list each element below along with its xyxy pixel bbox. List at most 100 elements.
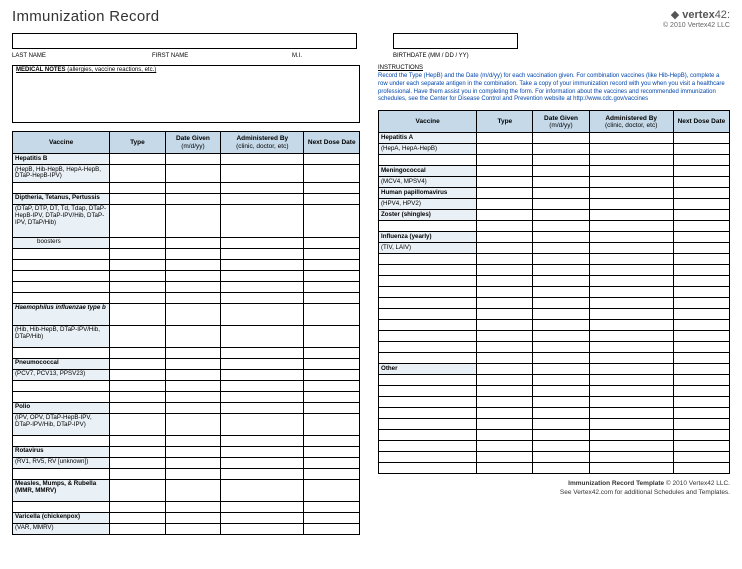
data-cell[interactable] — [477, 408, 533, 419]
data-cell[interactable] — [477, 463, 533, 474]
data-cell[interactable] — [165, 512, 221, 523]
data-cell[interactable] — [673, 166, 729, 177]
data-cell[interactable] — [110, 391, 166, 402]
data-cell[interactable] — [110, 468, 166, 479]
data-cell[interactable] — [589, 419, 673, 430]
data-cell[interactable] — [589, 342, 673, 353]
birthdate-field-box[interactable] — [393, 33, 518, 49]
data-cell[interactable] — [589, 386, 673, 397]
data-cell[interactable] — [673, 320, 729, 331]
data-cell[interactable] — [673, 287, 729, 298]
data-cell[interactable] — [477, 452, 533, 463]
data-cell[interactable] — [165, 292, 221, 303]
data-cell[interactable] — [110, 165, 166, 183]
data-cell[interactable] — [533, 419, 589, 430]
data-cell[interactable] — [221, 413, 304, 435]
data-cell[interactable] — [304, 193, 360, 204]
data-cell[interactable] — [477, 210, 533, 221]
data-cell[interactable] — [110, 270, 166, 281]
data-cell[interactable] — [533, 386, 589, 397]
data-cell[interactable] — [165, 182, 221, 193]
data-cell[interactable] — [304, 281, 360, 292]
data-cell[interactable] — [673, 441, 729, 452]
data-cell[interactable] — [673, 254, 729, 265]
data-cell[interactable] — [533, 408, 589, 419]
data-cell[interactable] — [221, 204, 304, 237]
data-cell[interactable] — [673, 463, 729, 474]
data-cell[interactable] — [165, 347, 221, 358]
data-cell[interactable] — [110, 182, 166, 193]
data-cell[interactable] — [165, 413, 221, 435]
data-cell[interactable] — [477, 155, 533, 166]
data-cell[interactable] — [477, 320, 533, 331]
data-cell[interactable] — [477, 309, 533, 320]
data-cell[interactable] — [165, 154, 221, 165]
data-cell[interactable] — [110, 193, 166, 204]
data-cell[interactable] — [221, 358, 304, 369]
data-cell[interactable] — [533, 441, 589, 452]
data-cell[interactable] — [304, 369, 360, 380]
data-cell[interactable] — [673, 419, 729, 430]
data-cell[interactable] — [221, 347, 304, 358]
data-cell[interactable] — [477, 166, 533, 177]
data-cell[interactable] — [477, 232, 533, 243]
data-cell[interactable] — [304, 347, 360, 358]
data-cell[interactable] — [221, 292, 304, 303]
data-cell[interactable] — [110, 281, 166, 292]
data-cell[interactable] — [221, 248, 304, 259]
data-cell[interactable] — [533, 452, 589, 463]
data-cell[interactable] — [533, 353, 589, 364]
data-cell[interactable] — [165, 237, 221, 248]
data-cell[interactable] — [110, 457, 166, 468]
data-cell[interactable] — [533, 177, 589, 188]
data-cell[interactable] — [221, 325, 304, 347]
data-cell[interactable] — [477, 441, 533, 452]
data-cell[interactable] — [165, 501, 221, 512]
data-cell[interactable] — [304, 303, 360, 325]
data-cell[interactable] — [589, 254, 673, 265]
data-cell[interactable] — [589, 353, 673, 364]
data-cell[interactable] — [477, 177, 533, 188]
data-cell[interactable] — [221, 270, 304, 281]
data-cell[interactable] — [589, 463, 673, 474]
data-cell[interactable] — [110, 303, 166, 325]
data-cell[interactable] — [589, 408, 673, 419]
data-cell[interactable] — [477, 199, 533, 210]
data-cell[interactable] — [110, 512, 166, 523]
data-cell[interactable] — [165, 270, 221, 281]
data-cell[interactable] — [673, 243, 729, 254]
data-cell[interactable] — [304, 391, 360, 402]
data-cell[interactable] — [589, 397, 673, 408]
data-cell[interactable] — [477, 375, 533, 386]
data-cell[interactable] — [589, 298, 673, 309]
data-cell[interactable] — [304, 204, 360, 237]
data-cell[interactable] — [477, 221, 533, 232]
data-cell[interactable] — [165, 248, 221, 259]
data-cell[interactable] — [110, 501, 166, 512]
data-cell[interactable] — [165, 435, 221, 446]
data-cell[interactable] — [477, 144, 533, 155]
data-cell[interactable] — [589, 133, 673, 144]
data-cell[interactable] — [110, 369, 166, 380]
data-cell[interactable] — [673, 144, 729, 155]
data-cell[interactable] — [221, 154, 304, 165]
data-cell[interactable] — [533, 287, 589, 298]
data-cell[interactable] — [589, 166, 673, 177]
data-cell[interactable] — [477, 133, 533, 144]
data-cell[interactable] — [304, 325, 360, 347]
data-cell[interactable] — [533, 243, 589, 254]
data-cell[interactable] — [673, 430, 729, 441]
data-cell[interactable] — [165, 204, 221, 237]
data-cell[interactable] — [304, 468, 360, 479]
data-cell[interactable] — [221, 468, 304, 479]
data-cell[interactable] — [589, 441, 673, 452]
data-cell[interactable] — [533, 166, 589, 177]
data-cell[interactable] — [110, 248, 166, 259]
data-cell[interactable] — [477, 353, 533, 364]
data-cell[interactable] — [673, 386, 729, 397]
data-cell[interactable] — [533, 144, 589, 155]
data-cell[interactable] — [673, 364, 729, 375]
data-cell[interactable] — [673, 133, 729, 144]
data-cell[interactable] — [221, 281, 304, 292]
data-cell[interactable] — [165, 380, 221, 391]
